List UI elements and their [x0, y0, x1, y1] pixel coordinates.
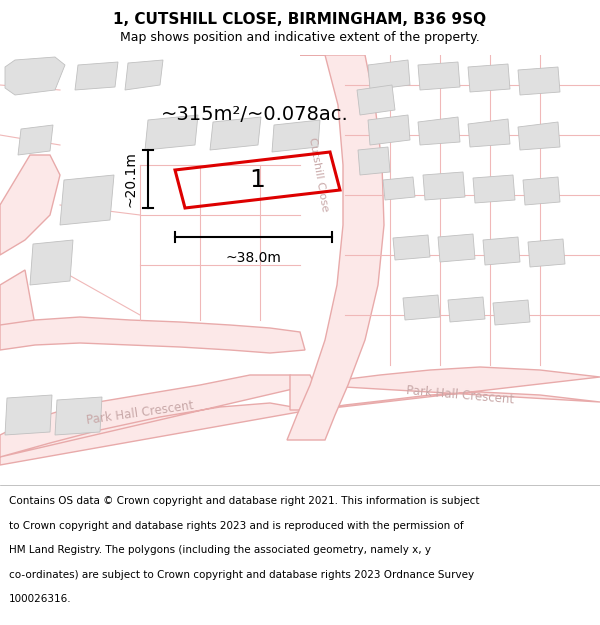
Polygon shape [393, 235, 430, 260]
Polygon shape [287, 55, 384, 440]
Text: 1: 1 [250, 168, 265, 192]
Polygon shape [55, 397, 102, 435]
Polygon shape [473, 175, 515, 203]
Text: ~315m²/~0.078ac.: ~315m²/~0.078ac. [161, 106, 349, 124]
Polygon shape [145, 115, 198, 150]
Text: HM Land Registry. The polygons (including the associated geometry, namely x, y: HM Land Registry. The polygons (includin… [9, 545, 431, 555]
Polygon shape [518, 122, 560, 150]
Text: to Crown copyright and database rights 2023 and is reproduced with the permissio: to Crown copyright and database rights 2… [9, 521, 464, 531]
Text: Contains OS data © Crown copyright and database right 2021. This information is : Contains OS data © Crown copyright and d… [9, 496, 479, 506]
Text: ~20.1m: ~20.1m [124, 151, 138, 207]
Polygon shape [0, 270, 35, 337]
Polygon shape [310, 367, 600, 410]
Polygon shape [75, 62, 118, 90]
Polygon shape [210, 117, 261, 150]
Polygon shape [423, 172, 465, 200]
Text: co-ordinates) are subject to Crown copyright and database rights 2023 Ordnance S: co-ordinates) are subject to Crown copyr… [9, 570, 474, 580]
Polygon shape [272, 120, 320, 152]
Polygon shape [468, 64, 510, 92]
Text: 1, CUTSHILL CLOSE, BIRMINGHAM, B36 9SQ: 1, CUTSHILL CLOSE, BIRMINGHAM, B36 9SQ [113, 12, 487, 28]
Polygon shape [418, 117, 460, 145]
Polygon shape [358, 147, 390, 175]
Polygon shape [5, 395, 52, 435]
Polygon shape [368, 60, 410, 90]
Polygon shape [403, 295, 440, 320]
Polygon shape [368, 115, 410, 145]
Polygon shape [60, 175, 114, 225]
Polygon shape [18, 125, 53, 155]
Text: Park Hall Crescent: Park Hall Crescent [406, 384, 514, 406]
Polygon shape [0, 317, 305, 353]
Polygon shape [290, 375, 315, 410]
Polygon shape [5, 57, 65, 95]
Polygon shape [125, 60, 163, 90]
Text: Cutshill Close: Cutshill Close [307, 137, 329, 213]
Polygon shape [0, 375, 310, 465]
Polygon shape [448, 297, 485, 322]
Polygon shape [438, 234, 475, 262]
Polygon shape [357, 85, 395, 115]
Polygon shape [418, 62, 460, 90]
Text: 100026316.: 100026316. [9, 594, 71, 604]
Polygon shape [523, 177, 560, 205]
Text: Map shows position and indicative extent of the property.: Map shows position and indicative extent… [120, 31, 480, 44]
Text: Park Hall Crescent: Park Hall Crescent [86, 399, 194, 427]
Polygon shape [518, 67, 560, 95]
Polygon shape [528, 239, 565, 267]
Text: ~38.0m: ~38.0m [226, 251, 281, 265]
Polygon shape [468, 119, 510, 147]
Polygon shape [0, 155, 60, 255]
Polygon shape [493, 300, 530, 325]
Polygon shape [30, 240, 73, 285]
Polygon shape [383, 177, 415, 200]
Polygon shape [483, 237, 520, 265]
